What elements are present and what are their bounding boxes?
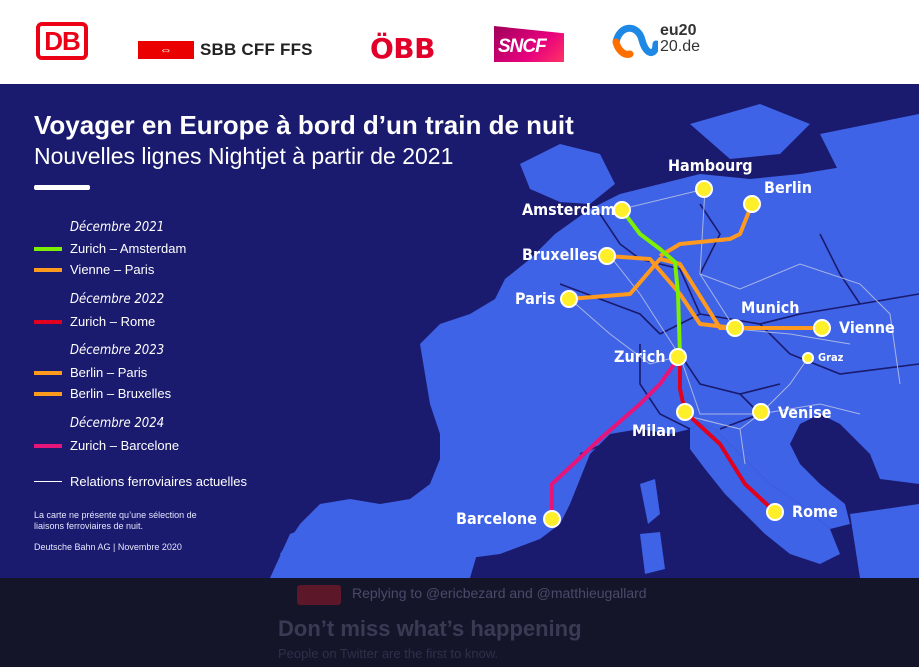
city-label-munich: Munich (741, 298, 800, 317)
eu2020-swirl-icon (612, 24, 660, 58)
map-credit: Deutsche Bahn AG | Novembre 2020 (34, 542, 182, 552)
sbb-logo: ⇔ SBB CFF FFS (138, 40, 313, 60)
land-masses (270, 104, 919, 578)
signup-cta-subtitle: People on Twitter are the first to know. (278, 646, 499, 661)
legend-zurich-rome: Zurich – Rome (34, 314, 155, 329)
sbb-logo-text: SBB CFF FFS (200, 40, 313, 59)
city-label-berlin: Berlin (764, 178, 812, 197)
route-zurich-rome (678, 356, 777, 514)
avatar (297, 585, 341, 605)
city-label-bruxelles: Bruxelles (522, 245, 598, 264)
title-divider (34, 185, 90, 190)
station-markers (543, 180, 831, 528)
obb-logo: ÖBB (370, 32, 436, 65)
city-label-zurich: Zurich (614, 347, 666, 366)
legend-existing-relations: Relations ferroviaires actuelles (34, 474, 247, 489)
legend-zurich-barcelone: Zurich – Barcelone (34, 438, 179, 453)
europe-map-graphic (270, 104, 919, 578)
sncf-logo: SNCF (494, 26, 564, 62)
legend-year-2022: Décembre 2022 (70, 292, 165, 307)
route-zurich-barcelone (550, 354, 682, 519)
legend-year-2023: Décembre 2023 (70, 343, 165, 358)
legend-berlin-paris: Berlin – Paris (34, 365, 147, 380)
map-title: Voyager en Europe à bord d’un train de n… (34, 110, 574, 140)
twitter-signup-overlay: Replying to @ericbezard and @matthieugal… (0, 578, 919, 667)
city-label-paris: Paris (515, 289, 556, 308)
night-train-map: Voyager en Europe à bord d’un train de n… (0, 84, 919, 578)
sbb-flag-icon: ⇔ (138, 41, 194, 59)
legend-year-2024: Décembre 2024 (70, 416, 165, 431)
city-label-hambourg: Hambourg (668, 156, 753, 175)
legend-vienne-paris: Vienne – Paris (34, 262, 154, 277)
legend-year-2021: Décembre 2021 (70, 220, 165, 235)
eu2020-text-2: 20.de (660, 38, 701, 55)
legend-zurich-amsterdam: Zurich – Amsterdam (34, 241, 186, 256)
city-label-graz: Graz (818, 351, 844, 364)
city-label-vienne: Vienne (839, 318, 895, 337)
eu2020-logo: eu20 20.de (612, 20, 732, 66)
city-label-barcelone: Barcelone (456, 509, 537, 528)
db-logo: DB (36, 22, 88, 60)
city-label-venise: Venise (778, 403, 832, 422)
map-subtitle: Nouvelles lignes Nightjet à partir de 20… (34, 143, 454, 169)
logo-bar: DB ⇔ SBB CFF FFS ÖBB SNCF eu20 20.de (0, 0, 919, 84)
eu2020-text-1: eu20 (660, 22, 697, 39)
route-zurich-amsterdam (620, 208, 682, 357)
replying-to-text[interactable]: Replying to @ericbezard and @matthieugal… (352, 585, 647, 601)
route-berlin-paris (658, 203, 754, 258)
city-label-rome: Rome (792, 502, 838, 521)
sncf-logo-text: SNCF (498, 36, 547, 57)
signup-cta-title: Don’t miss what’s happening (278, 616, 582, 641)
legend-berlin-bruxelles: Berlin – Bruxelles (34, 386, 171, 401)
city-label-milan: Milan (632, 421, 677, 440)
map-footnote: La carte ne présente qu’une sélection de… (34, 510, 197, 531)
city-label-amsterdam: Amsterdam (522, 200, 616, 219)
